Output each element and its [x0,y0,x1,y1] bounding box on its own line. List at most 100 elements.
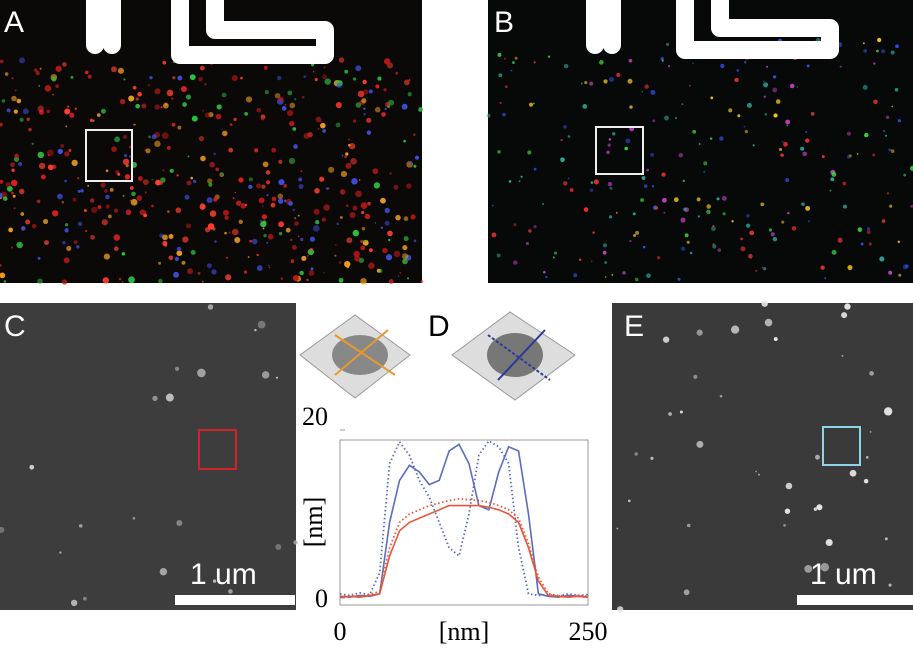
speckle [805,131,808,134]
speckle [662,336,670,343]
speckle [320,122,326,129]
speckle [89,118,93,122]
speckle [816,504,823,511]
speckle [151,204,154,208]
speckle [190,176,193,180]
speckle [261,117,265,121]
speckle [719,394,723,398]
speckle [243,270,248,274]
speckle [847,264,853,271]
speckle [360,202,368,209]
speckle [10,246,14,249]
speckle [275,376,278,379]
speckle [211,269,217,275]
speckle [873,62,876,65]
speckle [578,258,582,262]
speckle [158,278,163,284]
speckle [125,209,132,216]
speckle [12,194,16,198]
speckle [644,84,649,89]
speckle [625,138,631,144]
speckle [345,152,349,156]
speckle [186,223,191,229]
speckle [256,265,263,272]
speckle [18,162,23,166]
speckle [306,254,309,257]
speckle [275,543,282,550]
speckle [703,161,708,166]
speckle [65,223,69,227]
speckle [321,217,326,222]
speckle [862,42,865,45]
speckle [857,227,863,232]
speckle [413,164,417,168]
speckle [309,248,314,252]
speckle [368,89,373,94]
speckle [573,273,578,278]
speckle [353,250,360,258]
speckle [322,74,327,80]
speckle [345,162,352,169]
speckle [0,263,2,267]
speckle [101,108,106,114]
speckle [663,211,666,214]
speckle [117,67,124,74]
speckle [590,181,594,184]
speckle [278,231,283,236]
speckle [627,499,631,503]
speckle [259,219,263,223]
y-axis-title: [nm] [299,497,328,548]
speckle [904,264,909,269]
speckle [70,599,78,607]
speckle [62,241,66,245]
speckle [387,230,393,237]
speckle [198,76,203,82]
speckle [160,106,163,109]
speckle [261,205,264,208]
speckle [783,523,786,527]
speckle [44,85,52,92]
speckle [335,122,341,128]
speckle [256,107,262,113]
speckle [616,527,619,530]
speckle [706,204,712,209]
scale-bar [175,595,295,605]
speckle [135,103,140,109]
speckle [873,99,878,105]
speckle [366,117,372,123]
speckle [228,589,233,594]
speckle [650,152,655,157]
speckle [890,149,895,153]
speckle [642,245,646,249]
speckle [103,253,110,260]
speckle [743,125,746,128]
speckle [172,76,176,80]
speckle [184,194,190,200]
speckle [734,77,739,83]
speckle [162,169,165,172]
y-tick-label: 0 [315,584,328,613]
speckle [137,92,142,97]
speckle [654,206,658,210]
speckle [355,65,362,72]
speckle [169,168,174,173]
speckle [779,148,783,151]
speckle [298,177,303,182]
speckle [898,273,902,277]
speckle [68,148,72,152]
speckle [755,269,758,272]
speckle [162,60,167,65]
speckle [69,112,75,118]
speckle [360,239,364,244]
speckle [740,246,746,252]
speckle [513,223,517,227]
speckle [161,132,169,140]
speckle [651,185,655,188]
speckle [278,96,284,102]
speckle [890,50,895,55]
speckle [384,207,390,214]
speckle [293,540,298,545]
speckle [409,161,413,165]
speckle [696,329,703,336]
speckle [688,84,691,87]
